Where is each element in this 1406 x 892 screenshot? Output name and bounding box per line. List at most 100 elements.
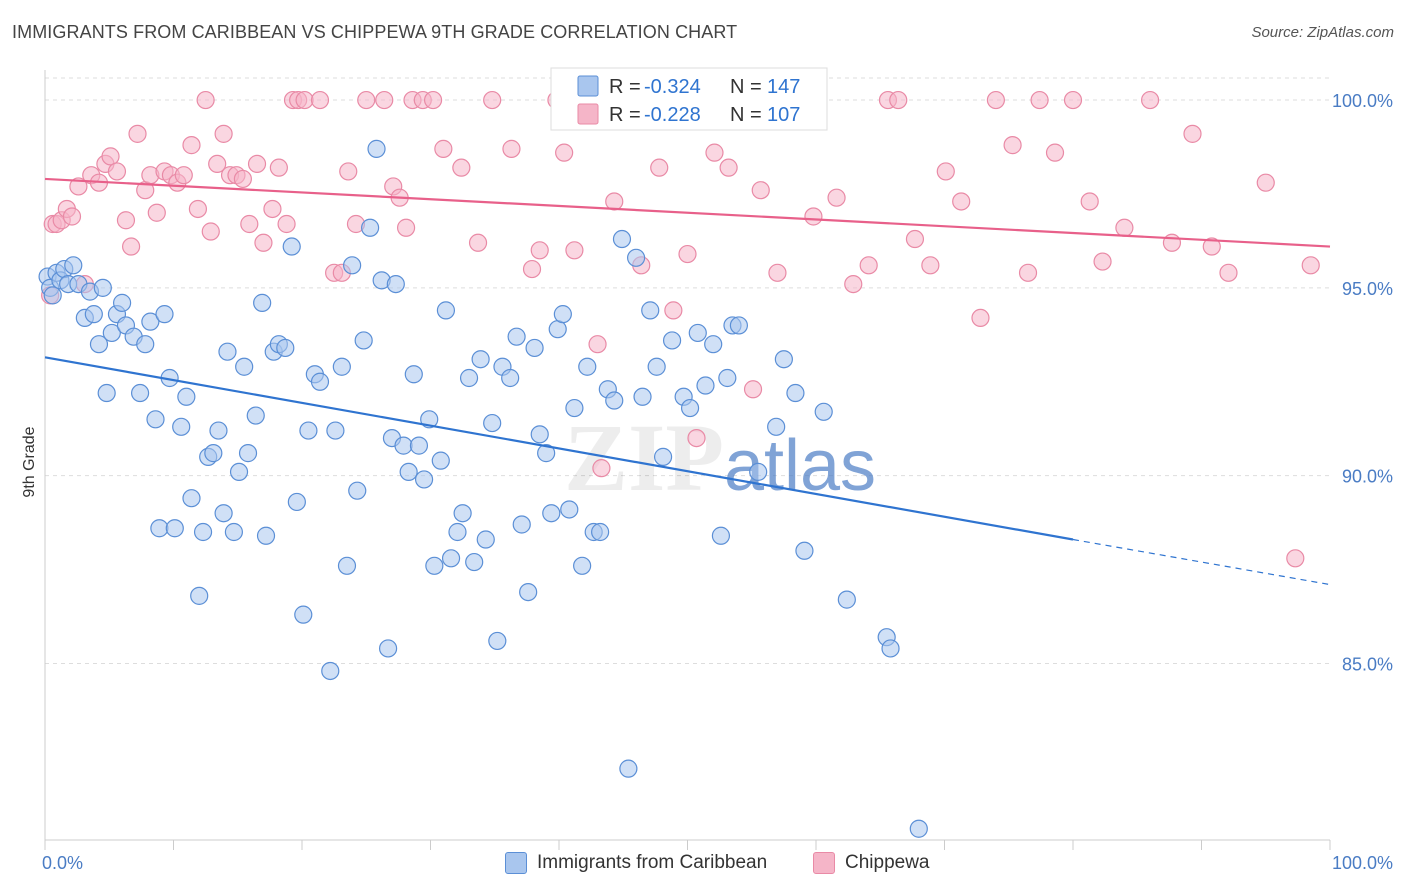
caribbean-point (704, 335, 723, 354)
chippewa-point (1018, 263, 1038, 282)
caribbean-point (881, 639, 900, 658)
caribbean-point (476, 530, 495, 549)
caribbean-point (310, 372, 330, 391)
chippewa-point (423, 90, 443, 110)
caribbean-point (409, 436, 429, 455)
chippewa-point (889, 90, 908, 110)
chippewa-point (1080, 192, 1099, 211)
chippewa-point (1256, 173, 1275, 192)
legend-n-label-pink: N = (730, 104, 762, 126)
caribbean-point (711, 526, 731, 545)
chippewa-point (277, 214, 296, 234)
caribbean-point (605, 391, 624, 410)
chippewa-point (1115, 218, 1134, 237)
caribbean-point (399, 462, 418, 482)
chippewa-point (254, 233, 273, 252)
caribbean-point (542, 504, 561, 523)
caribbean-point (909, 819, 928, 838)
chippewa-points (41, 90, 1320, 568)
chippewa-point (1286, 549, 1305, 568)
chippewa-point (263, 199, 282, 219)
chippewa-point (214, 124, 233, 143)
trend-line-chippewa (44, 177, 1331, 248)
chippewa-point (233, 169, 252, 189)
chippewa-point (986, 90, 1006, 110)
chippewa-point (588, 335, 607, 354)
caribbean-point (837, 590, 856, 609)
chippewa-point (804, 207, 823, 226)
chippewa-point (678, 244, 697, 264)
chippewa-point (555, 143, 574, 162)
x-tick-label-min: 0.0% (42, 853, 83, 873)
chippewa-point (751, 181, 770, 200)
caribbean-point (97, 383, 116, 403)
caribbean-point (177, 387, 196, 406)
caribbean-point (441, 549, 461, 568)
caribbean-point (512, 515, 531, 534)
caribbean-point (246, 406, 265, 425)
caribbean-point (786, 383, 805, 403)
y-tick-labels: 85.0% 90.0% 95.0% 100.0% (1332, 91, 1393, 674)
series-legend-label-caribbean: Immigrants from Caribbean (537, 852, 768, 873)
caribbean-point (224, 522, 243, 542)
chippewa-point (295, 90, 314, 110)
caribbean-point (343, 256, 362, 275)
caribbean-point (436, 301, 456, 320)
chippewa-point (247, 154, 267, 174)
chippewa-point (719, 158, 738, 177)
caribbean-point (548, 320, 567, 339)
series-legend-swatch-blue (505, 852, 527, 874)
chippewa-point (147, 203, 166, 222)
chippewa-point (1030, 90, 1049, 110)
caribbean-point (146, 410, 165, 429)
caribbean-point (729, 316, 749, 335)
caribbean-point (459, 368, 479, 388)
series-legend-item-caribbean: Immigrants from Caribbean (505, 852, 767, 874)
caribbean-point (294, 605, 313, 624)
chippewa-point (1219, 263, 1238, 282)
chippewa-point (952, 192, 971, 211)
caribbean-point (64, 256, 83, 275)
chippewa-point (188, 199, 208, 219)
caribbean-point (348, 481, 367, 500)
caribbean-point (425, 556, 444, 575)
caribbean-point (253, 293, 272, 312)
caribbean-point (560, 500, 579, 519)
chippewa-point (396, 218, 416, 237)
caribbean-point (633, 387, 652, 406)
caribbean-point (653, 447, 673, 466)
chart-source: Source: ZipAtlas.com (1251, 24, 1394, 41)
stats-legend: R = -0.324 N = 147 R = -0.228 N = 107 (550, 67, 828, 131)
caribbean-point (795, 541, 814, 560)
caribbean-point (89, 335, 109, 354)
chippewa-point (434, 139, 453, 158)
caribbean-point (190, 586, 209, 605)
chippewa-point (69, 177, 88, 196)
caribbean-point (394, 436, 413, 455)
caribbean-point (696, 376, 715, 395)
legend-r-label-blue: R = (609, 76, 641, 98)
chippewa-point (1202, 237, 1221, 256)
chippewa-point (522, 259, 542, 279)
caribbean-point (155, 305, 174, 324)
chippewa-point (705, 143, 724, 162)
caribbean-point (214, 504, 233, 523)
caribbean-point (84, 305, 103, 324)
x-tick-label-max: 100.0% (1332, 853, 1393, 873)
chippewa-point (921, 256, 940, 275)
caribbean-point (453, 504, 472, 523)
caribbean-point (130, 383, 150, 403)
legend-r-label-pink: R = (609, 104, 641, 126)
trend-line-caribbean (44, 356, 1074, 541)
caribbean-point (204, 444, 223, 463)
caribbean-point (488, 631, 507, 651)
chippewa-point (859, 256, 878, 275)
caribbean-point (218, 342, 237, 361)
chippewa-point (468, 233, 488, 252)
chippewa-point (936, 162, 955, 181)
caribbean-point (150, 519, 169, 538)
chippewa-point (565, 241, 584, 260)
caribbean-point (172, 417, 191, 436)
caribbean-point (471, 350, 490, 369)
caribbean-point (553, 305, 572, 324)
